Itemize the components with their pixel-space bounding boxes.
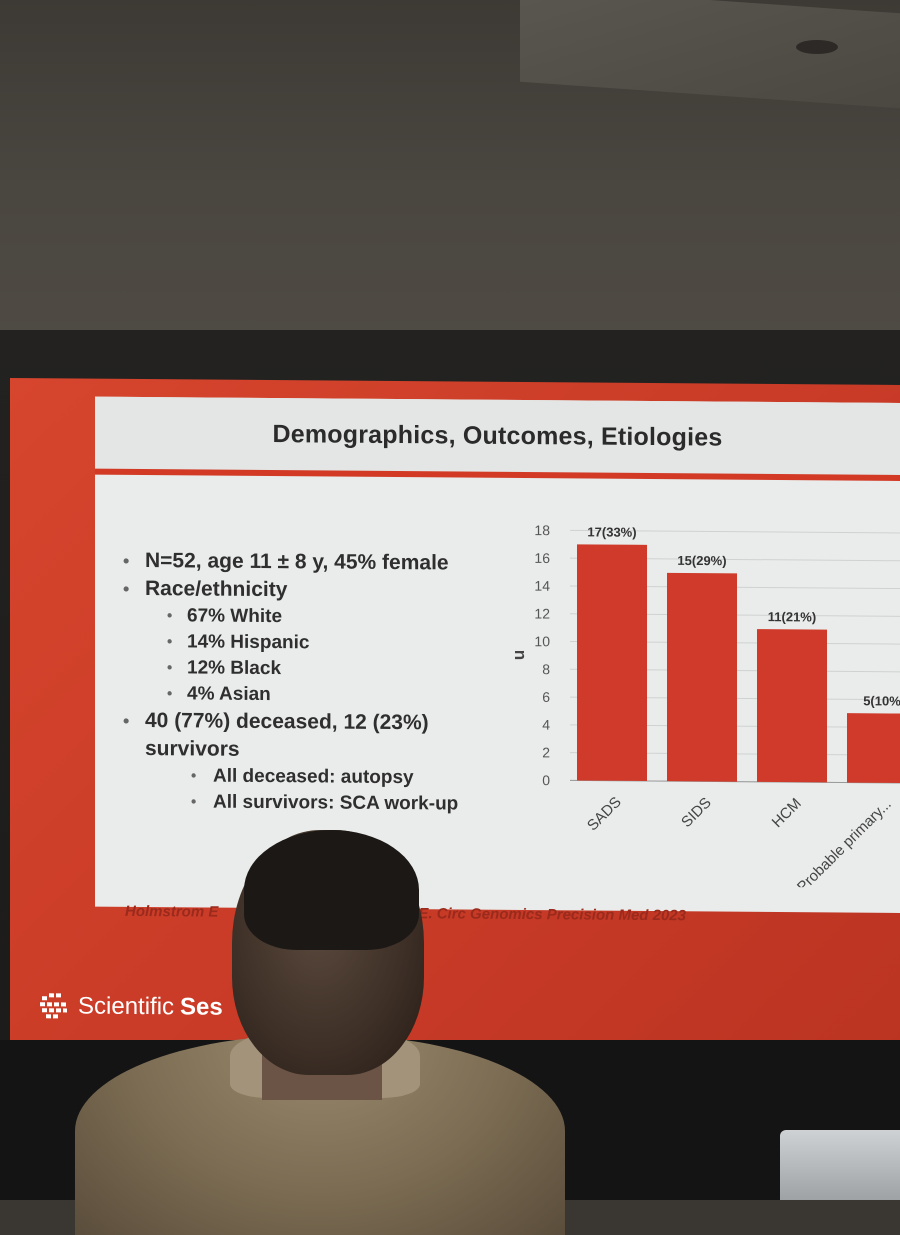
citation-right: sdorf E. Circ Genomics Precision Med 202… <box>376 904 686 925</box>
data-label: 15(29%) <box>677 553 726 568</box>
y-tick-label: 12 <box>534 605 550 621</box>
bullet-demographics: N=52, age 11 ± 8 y, 45% female <box>115 547 515 578</box>
bar-sids <box>667 572 737 782</box>
y-tick-label: 4 <box>542 717 550 733</box>
bullet-race-white: 67% White <box>115 603 515 632</box>
bullet-list: N=52, age 11 ± 8 y, 45% female Race/ethn… <box>115 547 515 818</box>
bullet-race-heading: Race/ethnicity <box>115 575 515 606</box>
slide-title-bar: Demographics, Outcomes, Etiologies <box>95 396 900 481</box>
bar-probable-primary- <box>847 713 900 784</box>
bullet-survivors-workup: All survivors: SCA work-up <box>115 789 515 818</box>
bar-sads <box>577 544 647 782</box>
bar-hcm <box>757 629 827 783</box>
y-axis-label: n <box>511 650 530 661</box>
ceiling-panel <box>520 0 900 109</box>
x-tick-label: Probable primary... <box>794 796 895 888</box>
bullet-race-black: 12% Black <box>115 655 515 684</box>
bullet-outcomes: 40 (77%) deceased, 12 (23%) survivors <box>115 707 515 766</box>
y-tick-label: 10 <box>534 633 550 649</box>
bullet-race-asian: 4% Asian <box>115 681 515 710</box>
bullet-outcomes-line2: survivors <box>145 737 240 761</box>
x-tick-label: SIDS <box>678 794 715 831</box>
x-tick-label: SADS <box>584 794 625 835</box>
projector-unit <box>780 1130 900 1200</box>
y-tick-label: 8 <box>542 661 550 677</box>
ceiling-fixture <box>796 40 838 54</box>
ceiling <box>0 0 900 345</box>
y-tick-label: 14 <box>534 578 550 594</box>
citation-left: Holmstrom E <box>125 902 219 921</box>
data-label: 5(10% <box>863 693 900 708</box>
globe-logo-icon <box>40 993 67 1019</box>
logo-text-scientific: Scientific <box>78 992 175 1021</box>
bullet-outcomes-line1: 40 (77%) deceased, 12 (23%) <box>145 709 429 735</box>
gridline <box>570 529 900 534</box>
bullet-deceased-autopsy: All deceased: autopsy <box>115 763 515 792</box>
y-tick-label: 6 <box>542 689 550 705</box>
logo-text-sessions: Ses <box>180 993 223 1021</box>
x-axis-line <box>570 779 900 784</box>
audience-member-hair <box>244 830 419 950</box>
data-label: 17(33%) <box>587 524 636 539</box>
y-tick-label: 2 <box>542 744 550 760</box>
data-label: 11(21%) <box>768 609 816 624</box>
slide-panel: Demographics, Outcomes, Etiologies N=52,… <box>95 396 900 913</box>
projection-screen: Demographics, Outcomes, Etiologies N=52,… <box>10 378 900 1050</box>
etiology-bar-chart: 0 2 4 6 8 10 12 14 16 18 n 17(33%) SADS 15(29%) SIDS 11… <box>511 522 900 888</box>
y-tick-label: 0 <box>542 772 550 788</box>
scientific-sessions-logo: Scientific Ses <box>38 990 223 1023</box>
x-tick-label: HCM <box>769 795 805 831</box>
y-tick-label: 18 <box>534 522 550 538</box>
bullet-race-hispanic: 14% Hispanic <box>115 629 515 658</box>
slide-title: Demographics, Outcomes, Etiologies <box>272 420 723 452</box>
y-tick-label: 16 <box>534 550 550 566</box>
